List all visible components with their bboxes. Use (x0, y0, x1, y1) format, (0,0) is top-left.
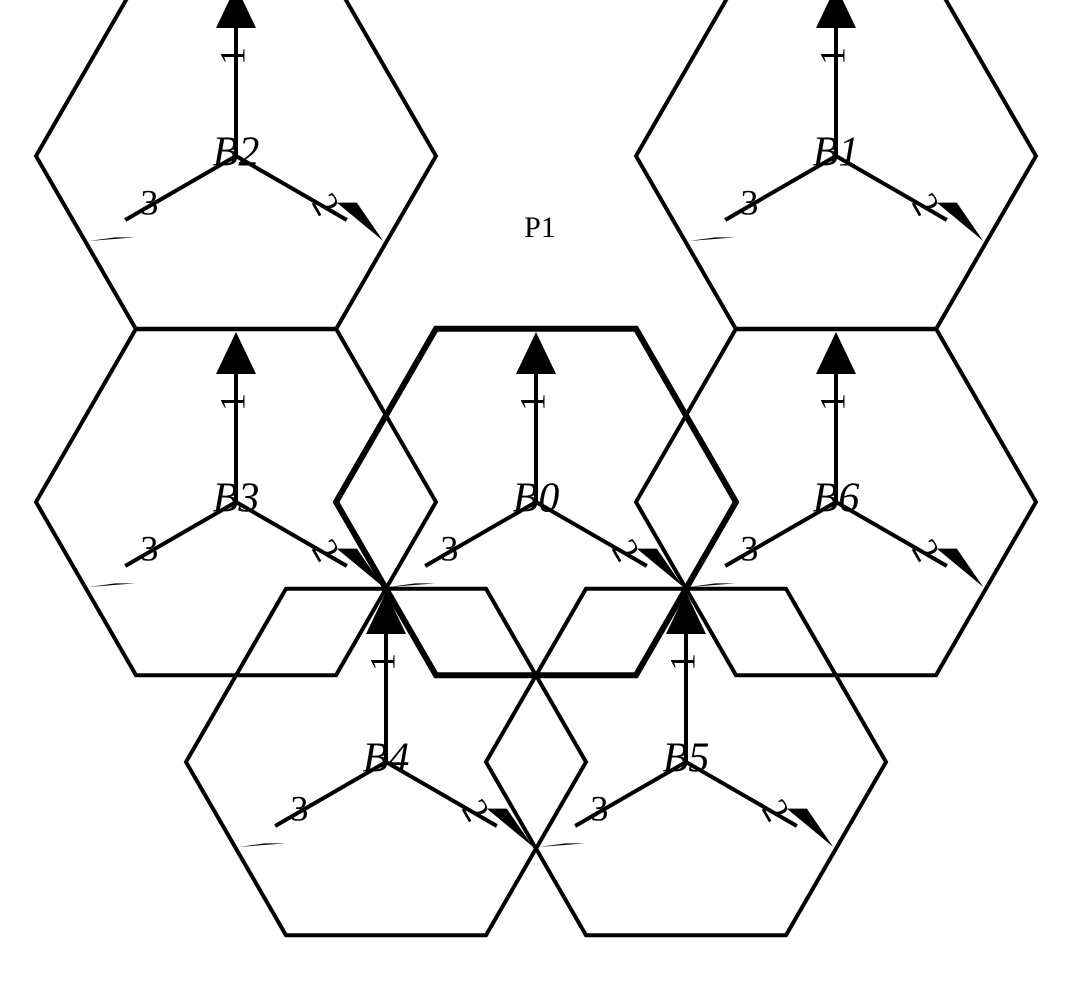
sector-label: 3 (740, 528, 758, 568)
sector-label: 3 (140, 528, 158, 568)
arrow-head (689, 237, 735, 241)
cell-label-B4: B4 (363, 736, 410, 782)
arrow-head (787, 809, 833, 847)
arrow-head (89, 237, 135, 241)
arrow-head (689, 583, 735, 587)
cell-label-B5: B5 (663, 736, 710, 782)
sector-label: 1 (212, 47, 252, 65)
arrow-head (239, 843, 285, 847)
cell-label-B3: B3 (213, 476, 260, 522)
sector-label: 1 (212, 393, 252, 411)
point-label-p1: P1 (524, 211, 556, 244)
arrow-head (539, 843, 585, 847)
arrow-head (937, 203, 983, 241)
sector-label: 3 (440, 528, 458, 568)
sector-label: 3 (140, 182, 158, 222)
arrow-head (89, 583, 135, 587)
cell-label-B1: B1 (813, 130, 860, 176)
arrow-head (937, 549, 983, 587)
arrow-head (516, 332, 556, 374)
arrow-head (816, 332, 856, 374)
sector-label: 1 (662, 653, 702, 671)
arrow-head (389, 583, 435, 587)
sector-label: 1 (812, 393, 852, 411)
arrow-head (337, 203, 383, 241)
sector-label: 3 (740, 182, 758, 222)
arrow-head (216, 0, 256, 28)
cell-label-B6: B6 (813, 476, 860, 522)
cell-label-B0: B0 (513, 476, 560, 522)
sector-label: 3 (290, 788, 308, 828)
sector-label: 1 (512, 393, 552, 411)
arrow-head (816, 0, 856, 28)
cell-label-B2: B2 (213, 130, 260, 176)
sector-label: 3 (590, 788, 608, 828)
arrow-head (216, 332, 256, 374)
sector-label: 1 (362, 653, 402, 671)
sector-label: 1 (812, 47, 852, 65)
